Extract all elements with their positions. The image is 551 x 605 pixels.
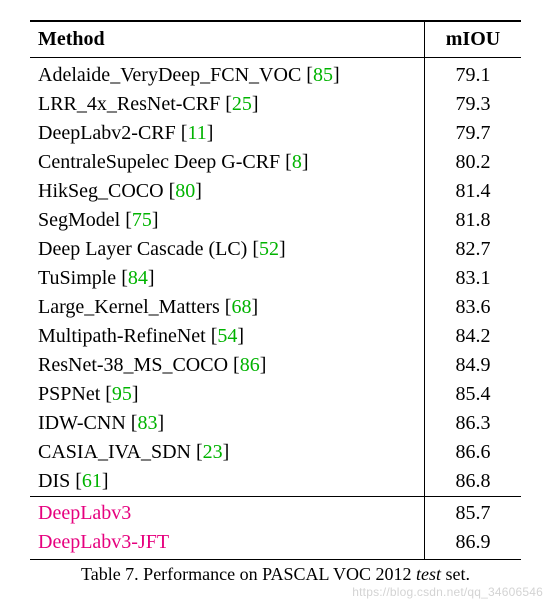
table-row: CentraleSupelec Deep G-CRF [8]80.2 bbox=[30, 148, 521, 177]
miou-cell: 80.2 bbox=[425, 148, 522, 177]
miou-cell: 84.2 bbox=[425, 322, 522, 351]
method-name: DeepLabv2-CRF bbox=[38, 122, 176, 144]
miou-cell: 79.1 bbox=[425, 58, 522, 91]
table-row: TuSimple [84]83.1 bbox=[30, 264, 521, 293]
citation-ref: 84 bbox=[128, 267, 148, 289]
citation-ref: 52 bbox=[259, 238, 279, 260]
table-row: Adelaide_VeryDeep_FCN_VOC [85]79.1 bbox=[30, 58, 521, 91]
method-cell: Large_Kernel_Matters [68] bbox=[30, 293, 425, 322]
method-cell: IDW-CNN [83] bbox=[30, 409, 425, 438]
caption-italic: test bbox=[416, 564, 441, 584]
method-cell: TuSimple [84] bbox=[30, 264, 425, 293]
table-row: IDW-CNN [83]86.3 bbox=[30, 409, 521, 438]
method-cell: ResNet-38_MS_COCO [86] bbox=[30, 351, 425, 380]
table-caption: Table 7. Performance on PASCAL VOC 2012 … bbox=[30, 564, 521, 585]
method-cell: Adelaide_VeryDeep_FCN_VOC [85] bbox=[30, 58, 425, 91]
method-name: DeepLabv3 bbox=[38, 502, 131, 524]
method-name: CentraleSupelec Deep G-CRF bbox=[38, 151, 280, 173]
miou-cell: 85.7 bbox=[425, 497, 522, 529]
table-row: DeepLabv3 85.7 bbox=[30, 497, 521, 529]
col-header-method: Method bbox=[30, 21, 425, 58]
table-row: SegModel [75]81.8 bbox=[30, 206, 521, 235]
citation-ref: 54 bbox=[217, 325, 237, 347]
table-row: CASIA_IVA_SDN [23]86.6 bbox=[30, 438, 521, 467]
method-cell: PSPNet [95] bbox=[30, 380, 425, 409]
citation-ref: 61 bbox=[82, 470, 102, 492]
citation-ref: 75 bbox=[132, 209, 152, 231]
miou-cell: 86.6 bbox=[425, 438, 522, 467]
miou-cell: 86.3 bbox=[425, 409, 522, 438]
table-row: LRR_4x_ResNet-CRF [25]79.3 bbox=[30, 90, 521, 119]
table-header-row: Method mIOU bbox=[30, 21, 521, 58]
watermark-text: https://blog.csdn.net/qq_34606546 bbox=[352, 585, 543, 599]
miou-cell: 86.8 bbox=[425, 467, 522, 497]
method-cell: Deep Layer Cascade (LC) [52] bbox=[30, 235, 425, 264]
method-name: Large_Kernel_Matters bbox=[38, 296, 220, 318]
miou-cell: 86.9 bbox=[425, 528, 522, 560]
method-name: PSPNet bbox=[38, 383, 100, 405]
miou-cell: 83.1 bbox=[425, 264, 522, 293]
miou-cell: 84.9 bbox=[425, 351, 522, 380]
table-row: DeepLabv3-JFT 86.9 bbox=[30, 528, 521, 560]
citation-ref: 25 bbox=[232, 93, 252, 115]
results-table: Method mIOU Adelaide_VeryDeep_FCN_VOC [8… bbox=[30, 20, 521, 560]
method-cell: HikSeg_COCO [80] bbox=[30, 177, 425, 206]
table-row: PSPNet [95]85.4 bbox=[30, 380, 521, 409]
method-cell: SegModel [75] bbox=[30, 206, 425, 235]
citation-ref: 86 bbox=[240, 354, 260, 376]
method-cell: CentraleSupelec Deep G-CRF [8] bbox=[30, 148, 425, 177]
table-row: DIS [61]86.8 bbox=[30, 467, 521, 497]
miou-cell: 83.6 bbox=[425, 293, 522, 322]
method-name: Deep Layer Cascade (LC) bbox=[38, 238, 247, 260]
method-cell: DeepLabv3-JFT bbox=[30, 528, 425, 560]
method-cell: LRR_4x_ResNet-CRF [25] bbox=[30, 90, 425, 119]
method-name: Adelaide_VeryDeep_FCN_VOC bbox=[38, 64, 301, 86]
caption-text: Table 7. Performance on PASCAL VOC 2012 bbox=[81, 564, 416, 584]
miou-cell: 81.4 bbox=[425, 177, 522, 206]
table-row: HikSeg_COCO [80]81.4 bbox=[30, 177, 521, 206]
method-name: DIS bbox=[38, 470, 70, 492]
table-row: Large_Kernel_Matters [68]83.6 bbox=[30, 293, 521, 322]
method-name: CASIA_IVA_SDN bbox=[38, 441, 191, 463]
method-cell: CASIA_IVA_SDN [23] bbox=[30, 438, 425, 467]
citation-ref: 95 bbox=[112, 383, 132, 405]
method-cell: DIS [61] bbox=[30, 467, 425, 497]
table-row: Multipath-RefineNet [54]84.2 bbox=[30, 322, 521, 351]
miou-cell: 81.8 bbox=[425, 206, 522, 235]
table-row: Deep Layer Cascade (LC) [52]82.7 bbox=[30, 235, 521, 264]
miou-cell: 79.3 bbox=[425, 90, 522, 119]
caption-tail: set. bbox=[441, 564, 470, 584]
citation-ref: 83 bbox=[137, 412, 157, 434]
table-row: DeepLabv2-CRF [11]79.7 bbox=[30, 119, 521, 148]
method-name: ResNet-38_MS_COCO bbox=[38, 354, 228, 376]
method-name: DeepLabv3-JFT bbox=[38, 531, 169, 553]
method-name: HikSeg_COCO bbox=[38, 180, 164, 202]
citation-ref: 8 bbox=[292, 151, 302, 173]
miou-cell: 82.7 bbox=[425, 235, 522, 264]
citation-ref: 11 bbox=[187, 122, 206, 144]
miou-cell: 79.7 bbox=[425, 119, 522, 148]
method-cell: DeepLabv3 bbox=[30, 497, 425, 529]
citation-ref: 85 bbox=[313, 64, 333, 86]
table-body: Adelaide_VeryDeep_FCN_VOC [85]79.1LRR_4x… bbox=[30, 58, 521, 560]
citation-ref: 80 bbox=[175, 180, 195, 202]
miou-cell: 85.4 bbox=[425, 380, 522, 409]
col-header-miou: mIOU bbox=[425, 21, 522, 58]
method-name: Multipath-RefineNet bbox=[38, 325, 206, 347]
method-cell: DeepLabv2-CRF [11] bbox=[30, 119, 425, 148]
method-cell: Multipath-RefineNet [54] bbox=[30, 322, 425, 351]
method-name: SegModel bbox=[38, 209, 120, 231]
method-name: TuSimple bbox=[38, 267, 116, 289]
method-name: LRR_4x_ResNet-CRF bbox=[38, 93, 220, 115]
table-row: ResNet-38_MS_COCO [86]84.9 bbox=[30, 351, 521, 380]
citation-ref: 68 bbox=[231, 296, 251, 318]
citation-ref: 23 bbox=[203, 441, 223, 463]
method-name: IDW-CNN bbox=[38, 412, 126, 434]
